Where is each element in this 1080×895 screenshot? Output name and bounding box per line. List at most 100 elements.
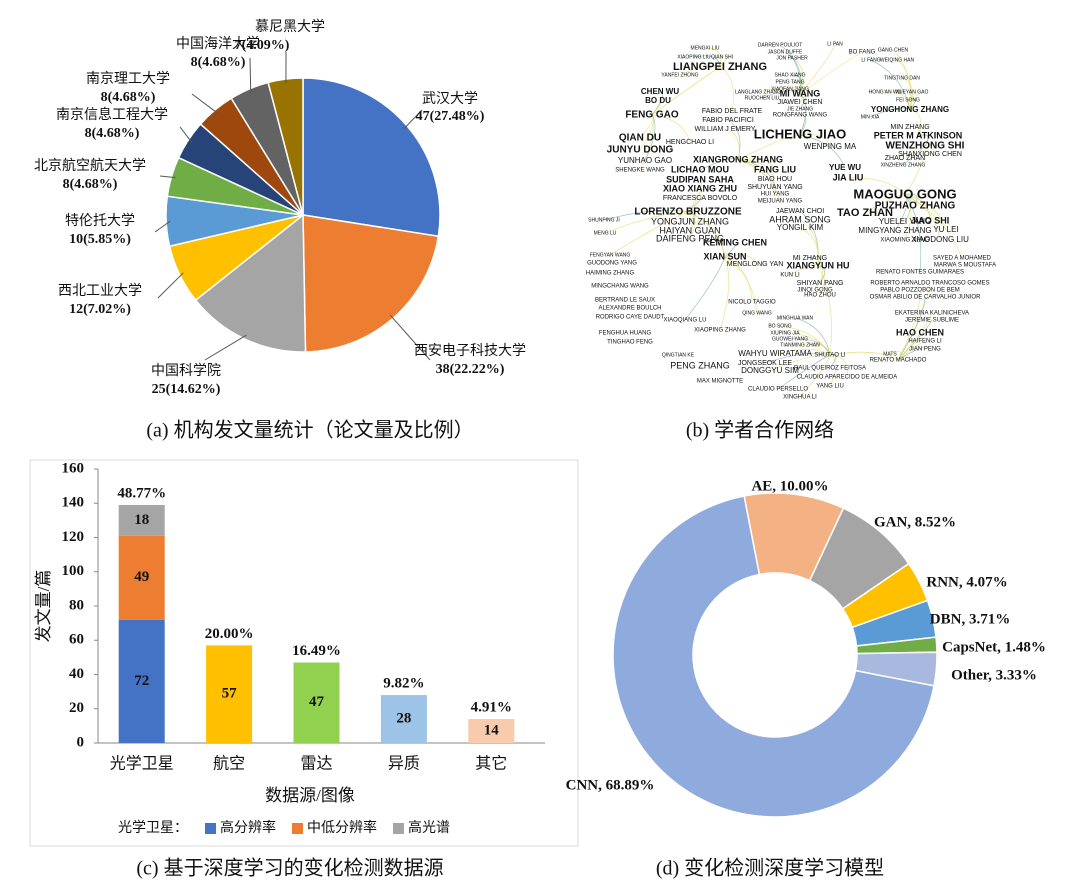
network-node-label: JIAWEI CHEN [778, 99, 823, 106]
total-label: 4.91% [471, 699, 512, 715]
network-node-label: XINZHENG ZHANG [881, 162, 926, 168]
network-edge [904, 145, 926, 196]
network-node-label: RAUL QUEIROZ FEITOSA [794, 366, 866, 372]
network-edge [924, 143, 935, 155]
leader-line [389, 314, 431, 361]
network-edge [684, 256, 726, 321]
network-edge [817, 265, 826, 296]
legend-swatch [393, 823, 404, 834]
network-node-label: SHANXIONG CHEN [898, 151, 962, 158]
network-node-label: WENPING MA [804, 142, 857, 151]
network-node-label: JINQI GONG [797, 288, 833, 294]
network-node-label: GUODONG YANG [587, 261, 637, 267]
network-node-label: MEIJUAN YANG [758, 199, 803, 205]
network-node-label: NICOLO TAGGIO [728, 300, 776, 306]
network-edge [639, 114, 654, 139]
legend-label: 高分辨率 [220, 819, 276, 836]
network-node-label: BO FANG [849, 50, 876, 56]
network-node-label: CLAUDIO PERSELLO [748, 387, 808, 393]
pie-slice [302, 214, 440, 353]
leader-line [191, 93, 218, 114]
bar-value-label: 57 [222, 686, 238, 702]
network-edge [917, 134, 929, 147]
network-edge [724, 256, 758, 314]
network-edge [789, 338, 831, 356]
slice-label: 中国海洋大学 [176, 36, 260, 52]
slice-label: 西北工业大学 [58, 283, 142, 299]
network-node-label: YUELEI YANG [879, 217, 932, 226]
network-node-label: YONGJUN ZHANG [651, 216, 729, 226]
network-node-label: JIAN PENG [909, 347, 941, 353]
slice-label: 武汉大学 [422, 91, 478, 107]
network-edge [799, 91, 807, 103]
network-node-label: DAIFENG PENG [656, 233, 724, 243]
network-node-label: XIAN SUN [703, 251, 746, 261]
caption: (b) 学者合作网络 [686, 419, 834, 442]
network-node-label: BIAO HOU [758, 176, 792, 183]
network-node-label: KEMING CHEN [703, 237, 767, 247]
network-node-label: ZHAO ZHAN [885, 155, 925, 162]
y-tick-label: 160 [62, 460, 85, 476]
network-edge [687, 211, 726, 258]
network-node-label: JIE ZHANG [787, 106, 813, 112]
network-node-label: RUOCHEN LIU [745, 95, 780, 101]
leader-line [249, 57, 252, 93]
network-node-label: JAEWAN CHOI [776, 208, 824, 215]
leader-line [157, 272, 184, 299]
network-node-label: QIAN SHI [711, 54, 733, 60]
network-node-label: MENG LU [594, 230, 617, 236]
network-edge [779, 44, 801, 95]
network-edge [897, 312, 933, 361]
x-axis-title: 数据源/图像 [265, 786, 355, 805]
network-edge [651, 114, 691, 143]
network-node-label: HUI YANG [761, 192, 790, 198]
network-node-label: ROBERTO ARNALDO TRANCOSO GOMES [870, 281, 989, 287]
network-edge [904, 194, 947, 231]
network-edge [774, 349, 831, 356]
network-node-label: SHAO XIANG [774, 72, 805, 78]
bar [468, 719, 515, 743]
network-edge [901, 77, 913, 111]
slice-label: 特伦托大学 [65, 213, 135, 229]
network-edge [799, 227, 819, 267]
slice-label: 北京航空航天大学 [34, 158, 146, 174]
slice-label: 南京理工大学 [86, 71, 170, 87]
network-node-label: SHENGKE WANG [615, 168, 665, 174]
network-node-label: QIAN DU [619, 133, 661, 144]
slice-label: 慕尼黑大学 [255, 19, 325, 35]
network-node-label: RONGFANG WANG [773, 113, 828, 119]
network-node-label: MINGHUA WAN [777, 315, 814, 321]
network-node-label: RENATO FONTES GUIMARAES [876, 270, 964, 276]
network-node-label: CLAUDIO APARECIDO DE ALMEIDA [797, 375, 898, 381]
network-edge [687, 210, 696, 223]
network-node-label: FENG GAO [625, 110, 679, 121]
network-edge [737, 159, 776, 180]
x-tick-label: 其它 [475, 755, 507, 773]
total-label: 16.49% [292, 643, 341, 659]
network-edge [737, 134, 801, 161]
network-edge [687, 197, 702, 213]
network-node-label: XIAOFAN JIANG [771, 86, 809, 92]
network-node-label: RODRIGO CAYE DAUDT [596, 315, 665, 321]
network-edge [870, 59, 911, 111]
legend-title: 光学卫星： [118, 820, 188, 836]
network-node-label: MAX MIGNOTTE [697, 379, 743, 385]
network-edge [909, 125, 921, 137]
network-node-label: YU LEI [933, 225, 958, 234]
x-tick-label: 雷达 [300, 755, 332, 773]
leader-line [403, 109, 423, 129]
network-node-label: HAIYAN GUAN [659, 225, 720, 235]
network-edge [794, 317, 831, 356]
network-node-label: TINGTING DAN [884, 75, 920, 81]
network-edge [864, 194, 906, 214]
network-edge [784, 51, 802, 95]
network-node-label: JIAO SHI [911, 215, 950, 225]
network-node-label: HAIFENG LI [908, 339, 942, 345]
segment-label: Other, 3.33% [951, 667, 1037, 683]
segment-label: CapsNet, 1.48% [942, 639, 1046, 655]
slice-value-label: 47(27.48%) [416, 109, 485, 124]
network-edge [809, 255, 821, 267]
y-tick-label: 60 [69, 632, 84, 648]
network-node-label: XIAOMING JIANG [880, 238, 930, 244]
network-edge [799, 93, 807, 136]
